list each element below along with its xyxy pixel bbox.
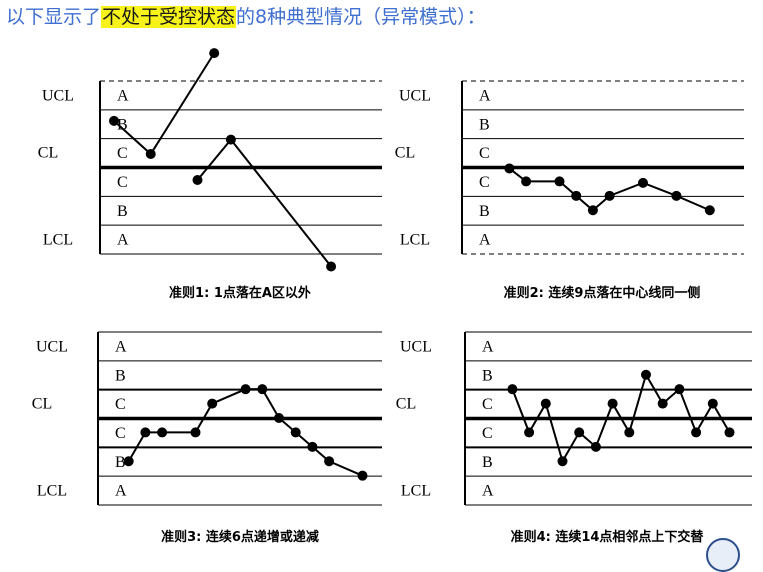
chart-caption: 准则1: 1点落在A区以外 <box>169 285 311 301</box>
zone-label-b: B <box>482 454 493 471</box>
data-point <box>571 190 582 201</box>
zone-label-b: B <box>479 203 490 220</box>
data-point <box>225 134 236 145</box>
data-point <box>604 190 615 201</box>
data-point <box>691 427 702 438</box>
data-point <box>324 456 335 467</box>
series-line <box>508 167 711 212</box>
zone-label-a: A <box>117 232 129 249</box>
data-point <box>587 205 598 216</box>
data-point <box>157 427 168 438</box>
zone-label-c: C <box>479 145 490 162</box>
chart-caption: 准则4: 连续14点相邻点上下交替 <box>511 529 705 545</box>
data-point <box>557 456 568 467</box>
ucl-label: UCL <box>42 87 74 104</box>
data-point <box>671 190 682 201</box>
zone-label-b: B <box>479 116 490 133</box>
data-point <box>207 398 218 409</box>
data-point <box>145 149 156 160</box>
data-point <box>641 369 651 380</box>
zone-label-c: C <box>117 145 128 162</box>
title-highlight: 不处于受控状态 <box>101 6 237 28</box>
title-suffix: 的8种典型情况（异常模式）： <box>236 6 486 28</box>
zone-label-b: B <box>115 367 126 384</box>
lcl-label: LCL <box>401 483 431 500</box>
data-point <box>504 163 515 174</box>
data-point <box>123 456 134 467</box>
zone-label-c: C <box>117 174 128 191</box>
cl-label: CL <box>396 396 416 413</box>
zone-label-b: B <box>482 367 493 384</box>
data-point <box>109 115 119 126</box>
ucl-label: UCL <box>36 338 68 355</box>
data-point <box>624 427 635 438</box>
data-point <box>274 413 284 423</box>
data-point <box>307 441 318 452</box>
zone-label-c: C <box>115 425 126 442</box>
university-seal-logo <box>706 538 740 572</box>
title-prefix: 以下显示了 <box>6 6 102 28</box>
data-point <box>574 427 585 438</box>
series-line <box>511 372 731 464</box>
data-point <box>540 398 551 409</box>
zone-label-b: B <box>117 116 128 133</box>
lcl-label: LCL <box>37 483 67 500</box>
lcl-label: LCL <box>43 232 73 249</box>
data-point <box>257 384 268 395</box>
data-point <box>357 470 368 481</box>
data-point <box>524 427 535 438</box>
data-point <box>657 398 668 409</box>
data-point <box>704 205 715 216</box>
zone-label-a: A <box>115 338 127 355</box>
data-point <box>607 398 618 409</box>
page-title: 以下显示了不处于受控状态的8种典型情况（异常模式）： <box>6 2 486 32</box>
chart-caption: 准则3: 连续6点递增或递减 <box>161 529 319 545</box>
data-point <box>724 427 735 438</box>
zone-label-c: C <box>482 425 493 442</box>
data-point <box>192 174 203 185</box>
data-point <box>209 48 220 59</box>
lcl-label: LCL <box>400 232 430 249</box>
data-point <box>240 384 251 395</box>
data-point <box>521 176 532 187</box>
ucl-label: UCL <box>400 338 432 355</box>
data-point <box>674 384 685 395</box>
data-point <box>290 427 301 438</box>
cl-label: CL <box>32 396 52 413</box>
zone-label-c: C <box>115 396 126 413</box>
zone-label-a: A <box>479 232 491 249</box>
cl-label: CL <box>38 145 58 162</box>
data-point <box>326 261 337 272</box>
data-point <box>140 427 151 438</box>
data-point <box>507 384 518 395</box>
zone-label-a: A <box>117 87 129 104</box>
data-point <box>638 177 648 188</box>
data-point <box>707 398 718 409</box>
zone-label-a: A <box>479 87 491 104</box>
data-point <box>190 427 201 438</box>
zone-label-b: B <box>115 454 126 471</box>
chart-caption: 准则2: 连续9点落在中心线同一侧 <box>504 285 701 301</box>
zone-label-a: A <box>482 483 494 500</box>
zone-label-c: C <box>482 396 493 413</box>
data-point <box>554 176 565 187</box>
cl-label: CL <box>395 145 415 162</box>
zone-label-a: A <box>482 338 494 355</box>
zone-label-a: A <box>115 483 127 500</box>
ucl-label: UCL <box>399 87 431 104</box>
series-line <box>196 138 332 268</box>
data-point <box>590 441 601 452</box>
zone-label-c: C <box>479 174 490 191</box>
zone-label-b: B <box>117 203 128 220</box>
